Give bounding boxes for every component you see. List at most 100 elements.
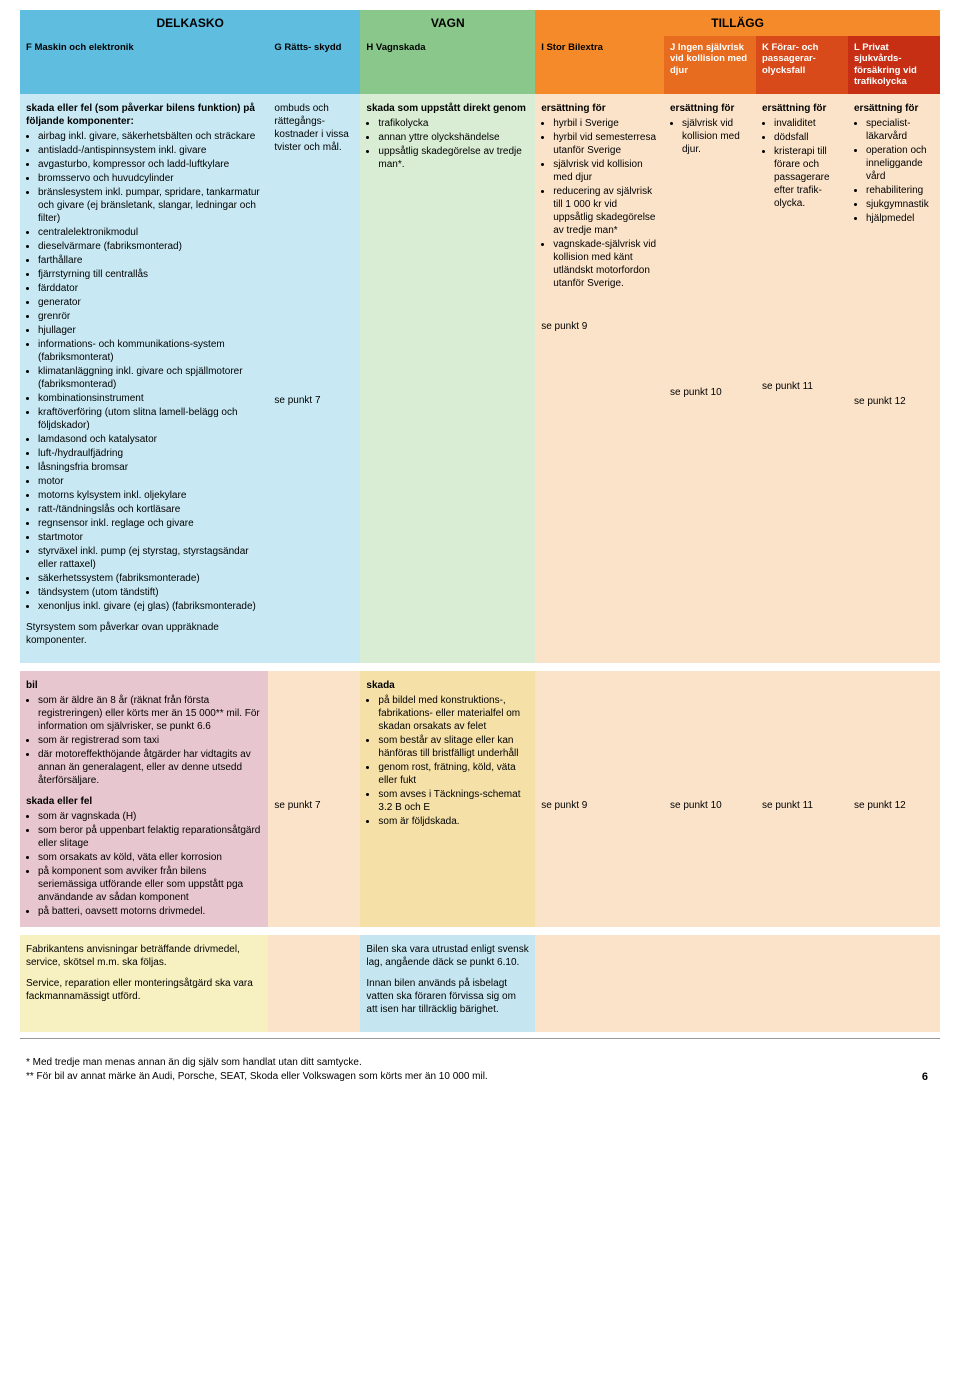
list-item: motorns kylsystem inkl. oljekylare: [38, 489, 262, 502]
list-item: som avses i Täcknings-schemat 3.2 B och …: [378, 788, 529, 814]
list-item: uppsåtlig skadegörelse av tredje man*.: [378, 145, 529, 171]
row3-F-p2: Service, reparation eller monteringsåtgä…: [26, 977, 262, 1003]
row3-F: Fabrikantens anvisningar beträffande dri…: [20, 935, 268, 1032]
list-item: hjälpmedel: [866, 212, 934, 225]
hdr-delkasko: DELKASKO: [20, 10, 360, 36]
list-item: operation och inneliggande vård: [866, 144, 934, 183]
list-item: genom rost, frätning, köld, väta eller f…: [378, 761, 529, 787]
list-item: generator: [38, 296, 262, 309]
row2-J: se punkt 10: [664, 671, 756, 927]
row1-J-list: självrisk vid kollision med djur.: [670, 117, 750, 156]
row3-J: [664, 935, 756, 1032]
list-item: bränslesystem inkl. pumpar, spridare, ta…: [38, 186, 262, 225]
list-item: dödsfall: [774, 131, 842, 144]
list-item: säkerhetssystem (fabriksmonterade): [38, 572, 262, 585]
list-item: regnsensor inkl. reglage och givare: [38, 517, 262, 530]
row2-F: bil som är äldre än 8 år (räknat från fö…: [20, 671, 268, 927]
list-item: specialist-läkarvård: [866, 117, 934, 143]
row2-H-list: på bildel med konstruktions-, fabrikatio…: [366, 694, 529, 828]
list-item: informations- och kommunikations-system …: [38, 338, 262, 364]
row1-F-trail: Styrsystem som påverkar ovan uppräknade …: [26, 621, 262, 647]
list-item: färddator: [38, 282, 262, 295]
list-item: på bildel med konstruktions-, fabrikatio…: [378, 694, 529, 733]
row1-H-list: trafikolyckaannan yttre olyckshändelseup…: [366, 117, 529, 171]
row1-G: ombuds och rättegångs-kostnader i vissa …: [268, 94, 360, 663]
footnotes: * Med tredje man menas annan än dig själ…: [20, 1038, 940, 1091]
row1-J: ersättning för självrisk vid kollision m…: [664, 94, 756, 663]
list-item: farthållare: [38, 254, 262, 267]
row2-I-see: se punkt 9: [541, 799, 658, 812]
row1-F-lead: skada eller fel (som påverkar bilens fun…: [26, 103, 255, 127]
row1-I: ersättning för hyrbil i Sverigehyrbil vi…: [535, 94, 664, 663]
row2-I: se punkt 9: [535, 671, 664, 927]
row1-J-see: se punkt 10: [670, 386, 750, 399]
sub-J: J Ingen självrisk vid kollision med djur: [664, 36, 756, 94]
row2-L: se punkt 12: [848, 671, 940, 927]
list-item: bromsservo och huvudcylinder: [38, 172, 262, 185]
row3-L: [848, 935, 940, 1032]
row1-K: ersättning för invaliditetdödsfallkriste…: [756, 94, 848, 663]
row2-F-list1: som är äldre än 8 år (räknat från första…: [26, 694, 262, 787]
list-item: hyrbil vid semesterresa utanför Sverige: [553, 131, 658, 157]
row3-K: [756, 935, 848, 1032]
row2-F-lead2: skada eller fel: [26, 795, 262, 808]
row1-F: skada eller fel (som påverkar bilens fun…: [20, 94, 268, 663]
row1-J-lead: ersättning för: [670, 103, 734, 114]
list-item: som beror på uppenbart felaktig reparati…: [38, 824, 262, 850]
row2-L-see: se punkt 12: [854, 799, 934, 812]
row1-L: ersättning för specialist-läkarvårdopera…: [848, 94, 940, 663]
row3-H-p1: Bilen ska vara utrustad enligt svensk la…: [366, 943, 529, 969]
list-item: invaliditet: [774, 117, 842, 130]
row2-F-list2: som är vagnskada (H)som beror på uppenba…: [26, 810, 262, 918]
sub-L: L Privat sjukvårds- försäkring vid trafi…: [848, 36, 940, 94]
list-item: på komponent som avviker från bilens ser…: [38, 865, 262, 904]
hdr-tillagg: TILLÄGG: [535, 10, 940, 36]
list-item: som är registrerad som taxi: [38, 734, 262, 747]
row3-F-p1: Fabrikantens anvisningar beträffande dri…: [26, 943, 262, 969]
row2-J-see: se punkt 10: [670, 799, 750, 812]
list-item: startmotor: [38, 531, 262, 544]
row1-G-see: se punkt 7: [274, 394, 354, 407]
list-item: annan yttre olyckshändelse: [378, 131, 529, 144]
row2-K-see: se punkt 11: [762, 799, 842, 812]
row1-K-lead: ersättning för: [762, 103, 826, 114]
list-item: där motoreffekthöjande åtgärder har vidt…: [38, 748, 262, 787]
list-item: avgasturbo, kompressor och ladd-luftkyla…: [38, 158, 262, 171]
row3-H: Bilen ska vara utrustad enligt svensk la…: [360, 935, 535, 1032]
row1-F-list: airbag inkl. givare, säkerhetsbälten och…: [26, 130, 262, 613]
row1-K-list: invaliditetdödsfallkristerapi till förar…: [762, 117, 842, 210]
list-item: dieselvärmare (fabriksmonterad): [38, 240, 262, 253]
list-item: airbag inkl. givare, säkerhetsbälten och…: [38, 130, 262, 143]
row2: bil som är äldre än 8 år (räknat från fö…: [20, 671, 940, 927]
row2-G-see: se punkt 7: [274, 799, 354, 812]
list-item: som orsakats av köld, väta eller korrosi…: [38, 851, 262, 864]
list-item: självrisk vid kollision med djur.: [682, 117, 750, 156]
page-number: 6: [922, 1071, 934, 1085]
list-item: motor: [38, 475, 262, 488]
row3-H-p2: Innan bilen används på isbelagt vatten s…: [366, 977, 529, 1016]
list-item: ratt-/tändningslås och kortläsare: [38, 503, 262, 516]
list-item: grenrör: [38, 310, 262, 323]
hdr-vagn: VAGN: [360, 10, 535, 36]
list-item: antisladd-/antispinnsystem inkl. givare: [38, 144, 262, 157]
sub-header-row: F Maskin och elektronik G Rätts- skydd H…: [20, 36, 940, 94]
row1-H: skada som uppstått direkt genom trafikol…: [360, 94, 535, 663]
list-item: som är äldre än 8 år (räknat från första…: [38, 694, 262, 733]
sub-H: H Vagnskada: [360, 36, 535, 94]
list-item: självrisk vid kollision med djur: [553, 158, 658, 184]
list-item: som är följdskada.: [378, 815, 529, 828]
row1-L-list: specialist-läkarvårdoperation och inneli…: [854, 117, 934, 225]
footnote-b: ** För bil av annat märke än Audi, Porsc…: [26, 1071, 488, 1082]
list-item: fjärrstyrning till centrallås: [38, 268, 262, 281]
list-item: kraftöverföring (utom slitna lamell-belä…: [38, 406, 262, 432]
list-item: kristerapi till förare och passagerare e…: [774, 145, 842, 210]
row2-H-lead: skada: [366, 680, 394, 691]
row2-K: se punkt 11: [756, 671, 848, 927]
list-item: reducering av självrisk till 1 000 kr vi…: [553, 185, 658, 237]
list-item: rehabilitering: [866, 184, 934, 197]
row3-I: [535, 935, 664, 1032]
list-item: tändsystem (utom tändstift): [38, 586, 262, 599]
insurance-coverage-table: DELKASKO VAGN TILLÄGG F Maskin och elekt…: [0, 0, 960, 1111]
list-item: vagnskade-självrisk vid kollision med kä…: [553, 238, 658, 290]
list-item: låsningsfria bromsar: [38, 461, 262, 474]
